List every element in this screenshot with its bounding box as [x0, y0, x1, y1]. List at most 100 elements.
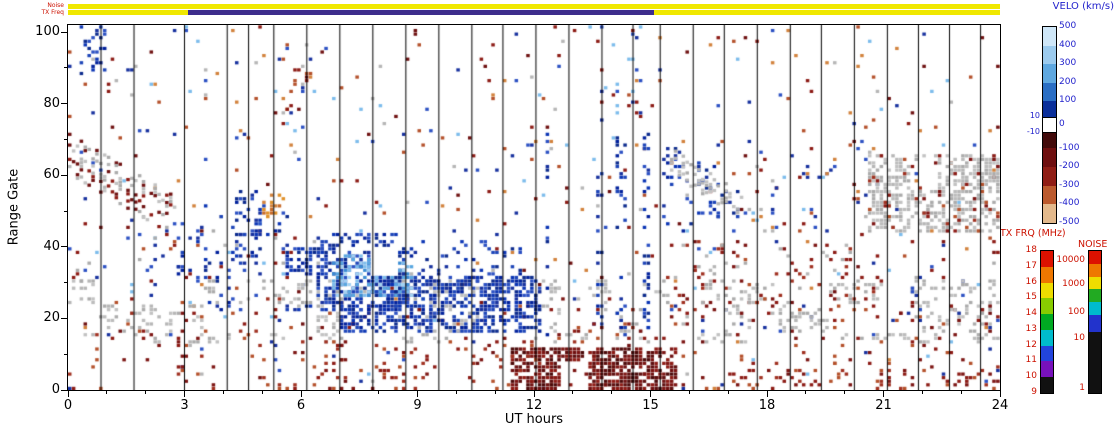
txfrq-colorbar-segment [1041, 266, 1053, 283]
txfrq-colorbar-tick-label: 11 [1025, 355, 1037, 366]
x-axis-tick-label: 12 [525, 398, 543, 413]
noise-colorbar-tick-label: 10 [1073, 333, 1085, 344]
x-axis-minor-tick [960, 391, 962, 394]
x-axis-minor-tick [921, 391, 923, 394]
velocity-colorbar-segment [1043, 148, 1056, 168]
x-axis-tick-label: 21 [875, 398, 892, 413]
noise-bar-label: Noise [47, 2, 64, 9]
velocity-colorbar-side-tick-label: 10 [1029, 111, 1040, 121]
velocity-colorbar-tick-label: 200 [1059, 76, 1077, 87]
velocity-colorbar-tick-label: -400 [1059, 198, 1080, 209]
x-axis-minor-tick [727, 391, 729, 394]
x-axis-tick [650, 391, 651, 397]
noise-colorbar-tick-label: 1 [1079, 382, 1085, 393]
x-axis-minor-tick [688, 391, 690, 394]
x-axis-tick-label: 18 [758, 398, 776, 413]
noise-colorbar [1088, 250, 1102, 394]
txfreq-status-bar-segment [188, 10, 655, 15]
noise-colorbar-segment [1089, 314, 1101, 332]
txfrq-colorbar-tick-label: 15 [1025, 292, 1037, 303]
x-axis-minor-tick [378, 391, 380, 394]
txfrq-colorbar-tick-label: 9 [1031, 387, 1037, 397]
x-axis-minor-tick [611, 391, 613, 394]
txfrq-colorbar [1040, 250, 1054, 394]
y-axis-minor-tick [64, 282, 67, 284]
txfreq-bar-label: TX Freq [41, 9, 64, 16]
x-axis-tick-label: 24 [991, 398, 1009, 413]
x-axis-tick [999, 391, 1001, 397]
x-axis-tick-label: 9 [413, 398, 422, 413]
y-axis-tick-label: 80 [43, 95, 60, 111]
velocity-colorbar-title: VELO (km/s) [1052, 1, 1114, 12]
velocity-colorbar-tick-label: 0 [1059, 119, 1065, 129]
y-axis-minor-tick [64, 353, 67, 355]
x-axis-minor-tick [106, 391, 108, 394]
velocity-colorbar-tick-label: 100 [1059, 95, 1077, 106]
x-axis-minor-tick [145, 391, 147, 394]
txfrq-colorbar-segment [1041, 361, 1053, 378]
x-axis-tick-label: 15 [642, 398, 659, 413]
velocity-colorbar-segment [1043, 118, 1056, 132]
noise-colorbar-title: NOISE [1078, 239, 1108, 250]
velocity-colorbar-tick-label: -300 [1059, 179, 1080, 190]
velocity-colorbar-side-tick-label: -10 [1026, 126, 1040, 136]
txfrq-colorbar-segment [1041, 298, 1053, 315]
velocity-colorbar-segment [1043, 45, 1056, 65]
noise-colorbar-segment [1089, 302, 1101, 315]
velocity-colorbar-tick-label: -200 [1059, 161, 1080, 172]
plot-area [67, 24, 1001, 391]
noise-colorbar-segment [1089, 251, 1101, 264]
velocity-colorbar-segment [1043, 132, 1056, 149]
y-axis-tick [61, 317, 67, 319]
noise-colorbar-segment [1089, 263, 1101, 277]
velocity-colorbar-tick-label: 500 [1059, 21, 1077, 31]
x-axis-minor-tick [455, 391, 457, 394]
y-axis-tick-label: 100 [35, 24, 60, 40]
y-axis-minor-tick [64, 139, 67, 140]
noise-colorbar-segment [1089, 276, 1101, 290]
noise-colorbar-tick-label: 1000 [1062, 279, 1085, 290]
x-axis-tick [184, 391, 185, 397]
noise-colorbar-tick-label: 10000 [1056, 254, 1085, 265]
x-axis-tick [300, 391, 302, 397]
y-axis-minor-tick [64, 67, 67, 69]
velocity-colorbar-segment [1043, 64, 1056, 83]
y-axis-tick-label: 40 [43, 238, 60, 254]
txfrq-colorbar-title: TX FRQ (MHz) [1000, 228, 1066, 239]
velocity-colorbar-segment [1043, 204, 1056, 223]
x-axis-tick [417, 391, 418, 397]
txfrq-colorbar-tick-label: 12 [1025, 339, 1037, 350]
velocity-colorbar-segment [1043, 27, 1056, 46]
x-axis-tick-label: 6 [296, 398, 306, 413]
x-axis-minor-tick [572, 391, 574, 394]
y-axis-tick [61, 31, 67, 33]
y-axis-tick [61, 389, 67, 391]
velocity-colorbar [1042, 26, 1057, 224]
y-axis-tick [61, 103, 67, 105]
y-axis-tick [61, 246, 67, 248]
x-axis-tick [533, 391, 535, 397]
txfrq-colorbar-segment [1041, 329, 1053, 346]
x-axis-tick [67, 391, 69, 397]
velocity-colorbar-tick-label: -100 [1059, 142, 1080, 153]
txfrq-colorbar-tick-label: 13 [1025, 323, 1037, 334]
txfreq-status-bar-segment [68, 10, 189, 15]
y-axis-title: Range Gate [6, 168, 22, 246]
x-axis-tick-label: 0 [63, 398, 73, 413]
rti-data-canvas [68, 25, 1000, 390]
txfrq-colorbar-segment [1041, 251, 1053, 267]
noise-colorbar-segment [1089, 289, 1101, 303]
velocity-colorbar-segment [1043, 185, 1056, 205]
velocity-colorbar-tick-label: 300 [1059, 58, 1077, 69]
y-axis-tick [61, 174, 67, 176]
y-axis-tick-label: 60 [43, 167, 60, 183]
txfrq-colorbar-tick-label: 18 [1025, 245, 1037, 255]
txfrq-colorbar-segment [1041, 345, 1053, 362]
y-axis-tick-label: 20 [43, 310, 60, 326]
x-axis-tick [766, 391, 768, 397]
txfrq-colorbar-tick-label: 16 [1025, 276, 1037, 287]
x-axis-minor-tick [844, 391, 846, 394]
x-axis-tick-label: 3 [180, 398, 189, 413]
x-axis-minor-tick [261, 391, 263, 394]
